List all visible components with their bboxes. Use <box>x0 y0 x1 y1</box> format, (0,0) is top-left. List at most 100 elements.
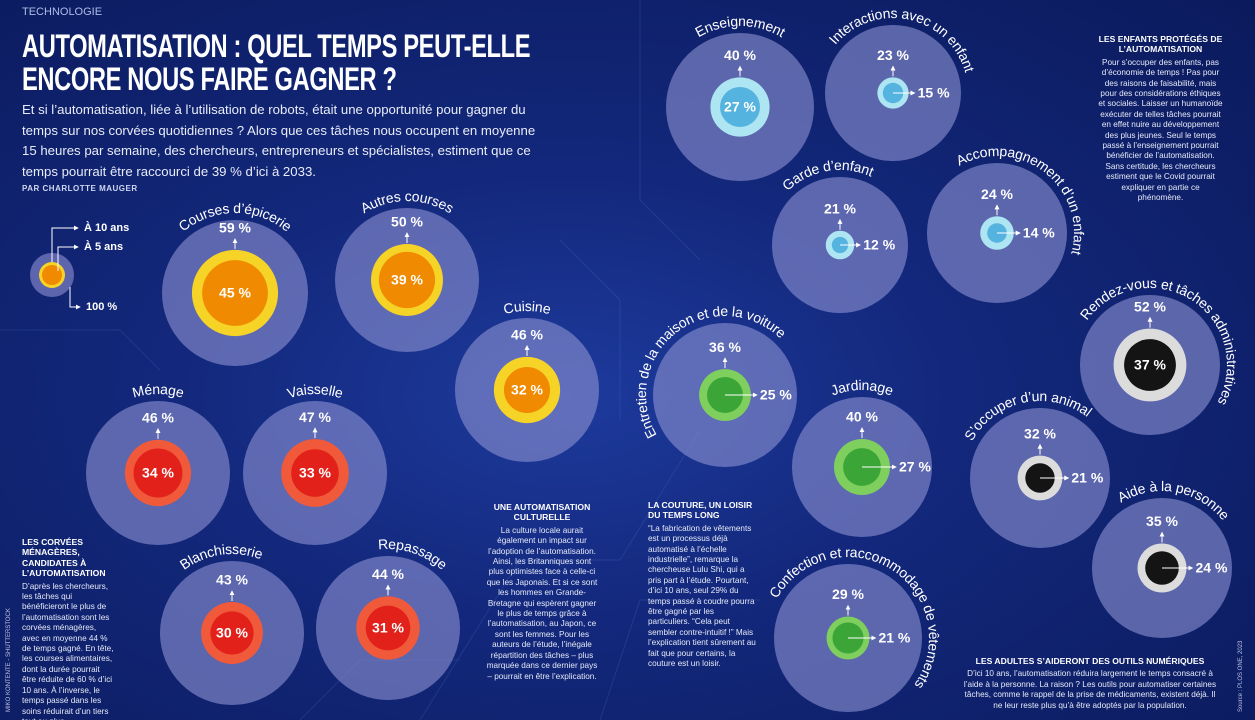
five-year-core <box>210 611 254 655</box>
title-line: AUTOMATISATION : QUEL TEMPS PEUT-ELLE <box>22 28 531 64</box>
task: Confection et raccommodage de vêtements2… <box>766 544 942 712</box>
ten-year-label: 43 % <box>216 572 248 588</box>
box-body: D’après les chercheurs, les tâches qui b… <box>22 581 114 720</box>
five-year-core <box>202 260 268 326</box>
five-year-core <box>291 449 339 497</box>
title-line: ENCORE NOUS FAIRE GAGNER ? <box>22 61 397 97</box>
five-year-core <box>503 366 551 414</box>
box-body: “La fabrication de vêtements est un proc… <box>648 523 756 669</box>
byline: PAR CHARLOTTE MAUGER <box>22 184 138 193</box>
text-box: LES ADULTES S’AIDERONT DES OUTILS NUMÉRI… <box>962 656 1218 711</box>
text-box: LES ENFANTS PROTÉGÉS DE L’AUTOMATISATION… <box>1098 34 1223 204</box>
task-name-path: Jardinage <box>828 377 896 399</box>
five-year-label: 37 % <box>1134 357 1166 373</box>
box-title: LA COUTURE, UN LOISIR DU TEMPS LONG <box>648 500 753 521</box>
legend-label: 100 % <box>86 301 117 313</box>
task: Ménage 46 % 34 % <box>86 381 230 545</box>
ten-year-label: 21 % <box>824 200 856 216</box>
task: Rendez-vous et tâches administratives52 … <box>1077 275 1240 435</box>
five-year-label: 21 % <box>878 630 910 646</box>
ten-year-label: 23 % <box>877 47 909 63</box>
five-year-label: 39 % <box>391 272 423 288</box>
five-year-core <box>365 605 411 651</box>
task-name: Vaisselle <box>285 381 345 401</box>
text-box: LES CORVÉES MÉNAGÈRES, CANDIDATES À L’AU… <box>22 537 114 720</box>
ten-year-label: 50 % <box>391 214 423 230</box>
task: Jardinage 40 % 27 % <box>792 377 932 537</box>
five-year-label: 24 % <box>1196 560 1228 576</box>
five-year-core <box>378 251 436 309</box>
five-year-label: 15 % <box>918 85 950 101</box>
ten-year-label: 32 % <box>1024 425 1056 441</box>
task-name-path: Ménage <box>131 381 187 401</box>
box-body: La culture locale aurait également un im… <box>486 525 598 681</box>
legend-pointer <box>69 287 81 310</box>
legend-label: À 5 ans <box>84 240 123 253</box>
ten-year-label: 59 % <box>219 220 251 236</box>
source: Source : PLOS ONE, 2023 <box>1238 640 1244 712</box>
task-name: Cuisine <box>502 298 553 317</box>
task-name-path: Cuisine <box>502 298 553 317</box>
box-title: UNE AUTOMATISATION CULTURELLE <box>493 502 591 523</box>
ten-year-label: 24 % <box>981 186 1013 202</box>
ten-year-label: 40 % <box>724 47 756 63</box>
ten-year-label: 40 % <box>846 409 878 425</box>
five-year-label: 25 % <box>760 387 792 403</box>
task: Cuisine 46 % 32 % <box>455 298 599 462</box>
task: Vaisselle 47 % 33 % <box>243 381 387 545</box>
five-year-core <box>133 448 183 498</box>
title: AUTOMATISATION : QUEL TEMPS PEUT-ELLE EN… <box>22 28 531 97</box>
box-title: LES CORVÉES MÉNAGÈRES, CANDIDATES À L’AU… <box>22 537 106 579</box>
five-year-label: 27 % <box>899 459 931 475</box>
ten-year-label: 46 % <box>511 327 543 343</box>
legend-label: À 10 ans <box>84 221 129 234</box>
text-box: LA COUTURE, UN LOISIR DU TEMPS LONG “La f… <box>648 500 758 670</box>
legend-core <box>42 265 62 285</box>
task-name-path: Vaisselle <box>285 381 345 401</box>
ten-year-label: 35 % <box>1146 513 1178 529</box>
box-body: Pour s’occuper des enfants, pas d’économ… <box>1098 57 1223 203</box>
box-title: LES ADULTES S’AIDERONT DES OUTILS NUMÉRI… <box>975 656 1205 666</box>
five-year-label: 31 % <box>372 620 404 636</box>
box-title: LES ENFANTS PROTÉGÉS DE L’AUTOMATISATION <box>1098 34 1223 55</box>
five-year-label: 32 % <box>511 382 543 398</box>
five-year-label: 34 % <box>142 465 174 481</box>
task-name: Ménage <box>131 381 186 401</box>
five-year-label: 45 % <box>219 285 251 301</box>
five-year-label: 30 % <box>216 625 248 641</box>
five-year-core <box>720 87 760 127</box>
section-label: TECHNOLOGIE <box>22 6 103 18</box>
intro: Et si l’automatisation, liée à l’utilisa… <box>22 102 536 179</box>
five-year-label: 12 % <box>863 237 895 253</box>
five-year-label: 14 % <box>1023 225 1055 241</box>
ten-year-label: 36 % <box>709 339 741 355</box>
ten-year-label: 44 % <box>372 566 404 582</box>
ten-year-label: 46 % <box>142 410 174 426</box>
five-year-label: 27 % <box>724 99 756 115</box>
five-year-label: 21 % <box>1071 470 1103 486</box>
box-body: D’ici 10 ans, l’automatisation réduira l… <box>963 669 1217 710</box>
task-name: Jardinage <box>828 377 895 399</box>
ten-year-label: 29 % <box>832 586 864 602</box>
photo-credit: MIKO KONTENTE - SHUTTERSTOCK <box>6 608 12 712</box>
text-box: UNE AUTOMATISATION CULTURELLE La culture … <box>486 502 598 682</box>
legend-pointer <box>51 225 79 262</box>
ten-year-label: 52 % <box>1134 298 1166 314</box>
legend-pointer <box>57 244 79 271</box>
task: Entretien de la maison et de la voiture3… <box>633 303 797 467</box>
ten-year-label: 47 % <box>299 409 331 425</box>
five-year-label: 33 % <box>299 465 331 481</box>
five-year-core <box>1124 339 1176 391</box>
